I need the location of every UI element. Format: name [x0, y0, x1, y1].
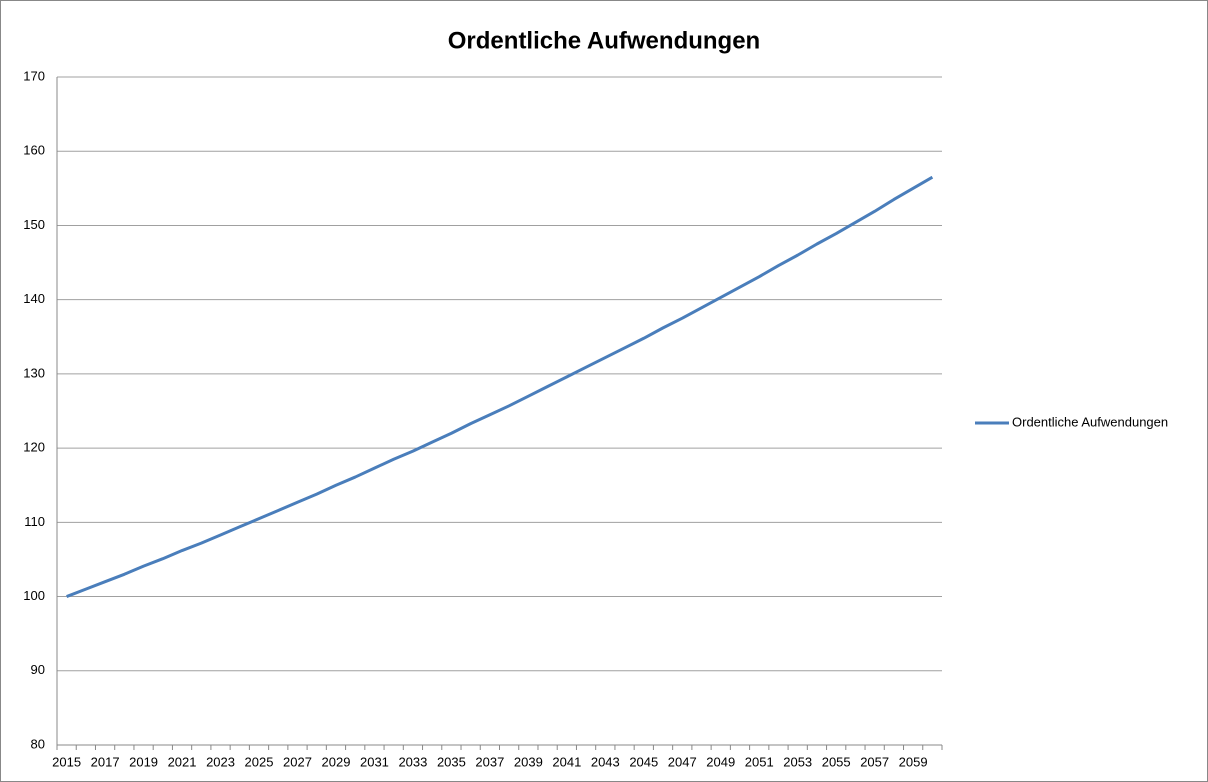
x-tick-label: 2059 — [899, 754, 928, 769]
y-tick-label: 90 — [31, 662, 45, 677]
x-tick-label: 2047 — [668, 754, 697, 769]
x-tick-label: 2043 — [591, 754, 620, 769]
y-tick-label: 160 — [23, 143, 45, 158]
x-tick-label: 2057 — [860, 754, 889, 769]
x-tick-label: 2023 — [206, 754, 235, 769]
y-tick-label: 130 — [23, 365, 45, 380]
x-tick-label: 2033 — [398, 754, 427, 769]
x-tick-label: 2027 — [283, 754, 312, 769]
y-tick-label: 80 — [31, 736, 45, 751]
y-tick-label: 100 — [23, 588, 45, 603]
x-tick-label: 2039 — [514, 754, 543, 769]
x-tick-label: 2017 — [91, 754, 120, 769]
x-tick-label: 2055 — [822, 754, 851, 769]
line-series — [66, 175, 934, 598]
x-tick-label: 2025 — [245, 754, 274, 769]
y-tick-label: 110 — [24, 514, 45, 529]
x-tick-label: 2049 — [706, 754, 735, 769]
x-tick-label: 2041 — [552, 754, 581, 769]
x-tick-label: 2015 — [52, 754, 81, 769]
x-tick-label: 2035 — [437, 754, 466, 769]
y-tick-label: 170 — [23, 68, 45, 83]
x-tick-label: 2031 — [360, 754, 389, 769]
x-tick-label: 2053 — [783, 754, 812, 769]
chart-title: Ordentliche Aufwendungen — [448, 27, 760, 54]
x-tick-label: 2045 — [629, 754, 658, 769]
y-tick-label: 120 — [23, 440, 45, 455]
x-tick-label: 2019 — [129, 754, 158, 769]
legend-label: Ordentliche Aufwendungen — [1012, 414, 1168, 429]
y-tick-label: 150 — [23, 217, 45, 232]
x-tick-label: 2021 — [168, 754, 197, 769]
x-tick-label: 2051 — [745, 754, 774, 769]
x-tick-label: 2029 — [322, 754, 351, 769]
y-tick-label: 140 — [23, 291, 45, 306]
x-tick-label: 2037 — [475, 754, 504, 769]
